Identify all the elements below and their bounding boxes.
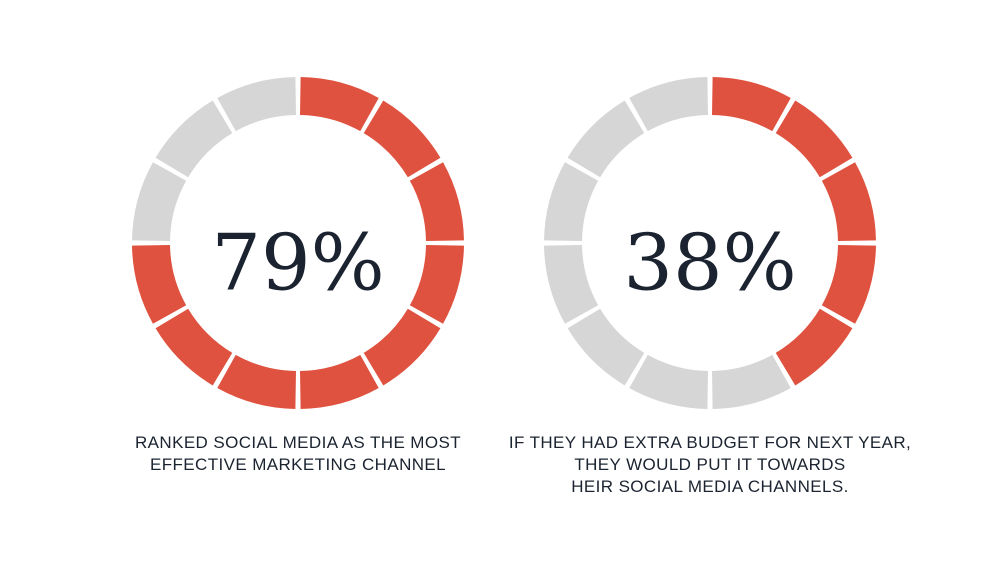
caption-line: HEIR SOCIAL MEDIA CHANNELS. [571, 477, 849, 496]
caption-line: IF THEY HAD EXTRA BUDGET FOR NEXT YEAR, [508, 433, 912, 452]
empty-segment [544, 162, 599, 241]
empty-segment [629, 77, 708, 132]
caption-1: RANKED SOCIAL MEDIA AS THE MOST EFFECTIV… [98, 432, 498, 476]
filled-segment [155, 308, 233, 386]
filled-segment [409, 162, 464, 241]
filled-segment [363, 100, 441, 178]
filled-segment [775, 308, 853, 386]
empty-segment [544, 245, 599, 324]
empty-segment [132, 162, 187, 241]
donut-chart-1: 79% [132, 77, 464, 409]
filled-segment [132, 245, 187, 324]
empty-segment [567, 308, 645, 386]
empty-segment [629, 354, 708, 409]
donut-chart-2: 38% [544, 77, 876, 409]
filled-segment [300, 77, 379, 132]
filled-segment [821, 245, 876, 324]
filled-segment [300, 354, 379, 409]
caption-2: IF THEY HAD EXTRA BUDGET FOR NEXT YEAR, … [490, 432, 930, 498]
value-label: 38% [623, 219, 796, 309]
empty-segment [155, 100, 233, 178]
caption-line: EFFECTIVE MARKETING CHANNEL [149, 455, 447, 474]
empty-segment [217, 77, 296, 132]
filled-segment [712, 77, 791, 132]
empty-segment [567, 100, 645, 178]
filled-segment [775, 100, 853, 178]
caption-line: THEY WOULD PUT IT TOWARDS [574, 455, 846, 474]
filled-segment [409, 245, 464, 324]
filled-segment [821, 162, 876, 241]
caption-line: RANKED SOCIAL MEDIA AS THE MOST [134, 433, 462, 452]
filled-segment [363, 308, 441, 386]
filled-segment [217, 354, 296, 409]
empty-segment [712, 354, 791, 409]
value-label: 79% [211, 219, 384, 309]
